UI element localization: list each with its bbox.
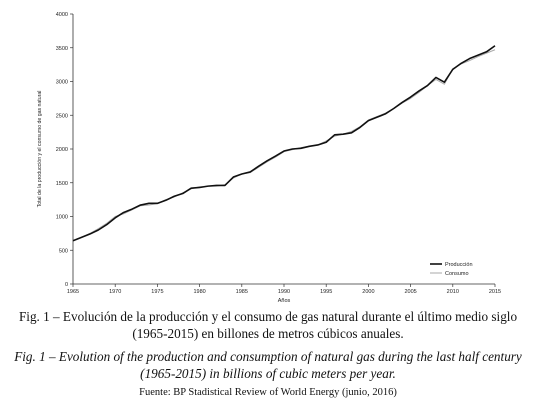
x-tick-label: 2000	[362, 289, 374, 295]
x-tick-label: 1995	[320, 289, 332, 295]
y-ticks: 0 500 1000 1500 2000 2500 3000 3500 4000	[56, 12, 73, 288]
y-tick-label: 2500	[56, 113, 68, 119]
x-tick-label: 1965	[67, 289, 79, 295]
y-tick-label: 500	[59, 248, 68, 254]
y-tick-label: 1000	[56, 215, 68, 221]
axes	[72, 14, 495, 285]
x-tick-label: 1980	[193, 289, 205, 295]
y-tick-label: 4000	[56, 12, 68, 18]
y-tick-label: 1500	[56, 181, 68, 187]
x-tick-label: 1990	[278, 289, 290, 295]
caption-source: Fuente: BP Stadistical Review of World E…	[139, 387, 397, 398]
y-tick-label: 0	[65, 282, 68, 288]
series-line-consumo	[72, 49, 496, 242]
caption-spanish: Fig. 1 – Evolución de la producción y el…	[18, 309, 518, 341]
x-tick-label: 1970	[109, 289, 121, 295]
line-chart: 0 500 1000 1500 2000 2500 3000 3500 4000 1965 197…	[37, 12, 501, 304]
x-tick-label: 1975	[151, 289, 163, 295]
y-axis-label: Total de la producción y el consumo de g…	[37, 91, 43, 208]
series-lines	[72, 45, 496, 242]
legend-label: Producción	[445, 262, 473, 268]
series-line-produccion	[72, 45, 496, 242]
legend: Producción Consumo	[430, 262, 473, 277]
x-ticks: 1965 1970 1975 1980 1985 1990 1995 2000 2005 2010…	[67, 284, 501, 295]
x-tick-label: 2005	[404, 289, 416, 295]
y-tick-label: 3500	[56, 46, 68, 52]
x-axis-label: Años	[278, 298, 291, 304]
y-tick-label: 2000	[56, 147, 68, 153]
y-tick-label: 3000	[56, 80, 68, 86]
x-tick-label: 1985	[236, 289, 248, 295]
x-tick-label: 2010	[447, 289, 459, 295]
legend-label: Consumo	[445, 271, 469, 277]
x-tick-label: 2015	[489, 289, 501, 295]
caption-english: Fig. 1 – Evolution of the production and…	[14, 349, 522, 381]
